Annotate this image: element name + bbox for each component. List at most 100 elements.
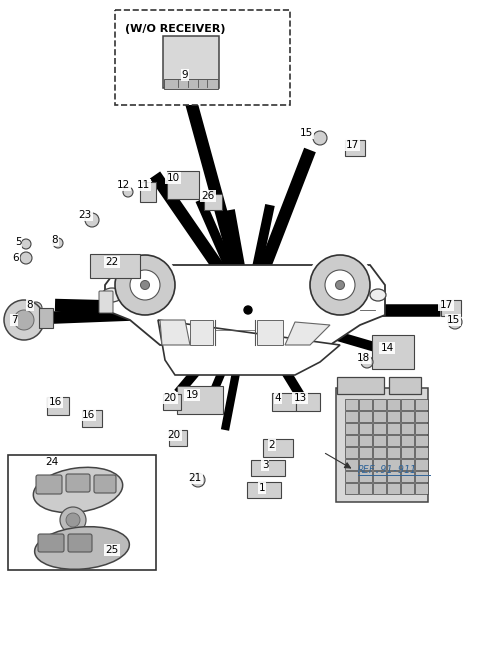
Text: 8: 8 <box>52 235 58 245</box>
Circle shape <box>313 131 327 145</box>
FancyBboxPatch shape <box>372 399 385 410</box>
FancyBboxPatch shape <box>372 422 385 433</box>
FancyBboxPatch shape <box>359 435 372 446</box>
FancyBboxPatch shape <box>263 439 293 457</box>
FancyBboxPatch shape <box>140 182 156 202</box>
Text: 8: 8 <box>27 300 33 310</box>
Polygon shape <box>158 320 340 375</box>
FancyBboxPatch shape <box>415 422 428 433</box>
FancyBboxPatch shape <box>372 435 385 446</box>
FancyBboxPatch shape <box>415 459 428 470</box>
FancyBboxPatch shape <box>272 393 296 411</box>
Text: 26: 26 <box>202 191 215 201</box>
FancyBboxPatch shape <box>337 377 384 394</box>
FancyBboxPatch shape <box>415 435 428 446</box>
FancyBboxPatch shape <box>441 300 461 316</box>
Circle shape <box>191 473 205 487</box>
FancyBboxPatch shape <box>345 435 358 446</box>
Text: 14: 14 <box>380 343 394 353</box>
Circle shape <box>60 507 86 533</box>
Circle shape <box>21 239 31 249</box>
FancyBboxPatch shape <box>415 470 428 481</box>
Polygon shape <box>190 320 213 345</box>
Text: 20: 20 <box>168 430 180 440</box>
FancyBboxPatch shape <box>415 410 428 421</box>
FancyBboxPatch shape <box>163 36 219 88</box>
FancyBboxPatch shape <box>400 422 413 433</box>
FancyBboxPatch shape <box>99 291 113 313</box>
Text: 15: 15 <box>300 128 312 138</box>
Text: 7: 7 <box>11 315 17 325</box>
FancyBboxPatch shape <box>345 422 358 433</box>
FancyBboxPatch shape <box>359 483 372 494</box>
Text: 3: 3 <box>262 460 268 470</box>
FancyBboxPatch shape <box>204 194 222 210</box>
FancyBboxPatch shape <box>66 474 90 492</box>
FancyBboxPatch shape <box>345 140 365 156</box>
FancyBboxPatch shape <box>8 455 156 570</box>
Text: 24: 24 <box>46 457 59 467</box>
Circle shape <box>115 255 175 315</box>
Text: 15: 15 <box>446 315 460 325</box>
FancyBboxPatch shape <box>359 410 372 421</box>
FancyBboxPatch shape <box>90 254 140 278</box>
FancyBboxPatch shape <box>386 470 399 481</box>
Text: 19: 19 <box>185 390 199 400</box>
FancyBboxPatch shape <box>415 483 428 494</box>
Polygon shape <box>105 265 385 345</box>
FancyBboxPatch shape <box>386 446 399 457</box>
FancyBboxPatch shape <box>386 422 399 433</box>
Text: 20: 20 <box>163 393 177 403</box>
FancyBboxPatch shape <box>359 470 372 481</box>
FancyBboxPatch shape <box>400 435 413 446</box>
Text: 21: 21 <box>188 473 202 483</box>
FancyBboxPatch shape <box>167 171 199 199</box>
FancyBboxPatch shape <box>345 410 358 421</box>
FancyBboxPatch shape <box>359 399 372 410</box>
FancyBboxPatch shape <box>372 459 385 470</box>
Text: 25: 25 <box>106 545 119 555</box>
FancyBboxPatch shape <box>400 446 413 457</box>
Ellipse shape <box>111 251 179 319</box>
Text: REF.91-911: REF.91-911 <box>358 465 417 475</box>
Circle shape <box>85 213 99 227</box>
FancyBboxPatch shape <box>400 483 413 494</box>
FancyBboxPatch shape <box>336 388 428 502</box>
Circle shape <box>20 252 32 264</box>
Text: (W/O RECEIVER): (W/O RECEIVER) <box>125 24 226 34</box>
FancyBboxPatch shape <box>345 399 358 410</box>
FancyBboxPatch shape <box>68 534 92 552</box>
FancyBboxPatch shape <box>372 410 385 421</box>
Text: 6: 6 <box>12 253 19 263</box>
Circle shape <box>4 300 44 340</box>
Circle shape <box>141 281 149 289</box>
FancyBboxPatch shape <box>251 460 285 476</box>
Text: 2: 2 <box>269 440 276 450</box>
Circle shape <box>130 270 160 300</box>
FancyBboxPatch shape <box>359 446 372 457</box>
Circle shape <box>14 310 34 330</box>
Text: 17: 17 <box>346 140 359 150</box>
FancyBboxPatch shape <box>386 399 399 410</box>
FancyBboxPatch shape <box>82 410 102 426</box>
FancyBboxPatch shape <box>415 446 428 457</box>
Text: 18: 18 <box>356 353 370 363</box>
Text: 16: 16 <box>48 397 61 407</box>
Text: 10: 10 <box>167 173 180 183</box>
FancyBboxPatch shape <box>372 483 385 494</box>
FancyBboxPatch shape <box>372 446 385 457</box>
FancyBboxPatch shape <box>345 483 358 494</box>
FancyBboxPatch shape <box>400 410 413 421</box>
FancyBboxPatch shape <box>372 470 385 481</box>
Text: 9: 9 <box>182 70 188 80</box>
FancyBboxPatch shape <box>164 79 218 89</box>
Text: 16: 16 <box>82 410 95 420</box>
FancyBboxPatch shape <box>386 459 399 470</box>
Text: 4: 4 <box>275 393 281 403</box>
Circle shape <box>244 306 252 314</box>
Text: 17: 17 <box>439 300 453 310</box>
FancyBboxPatch shape <box>177 386 223 414</box>
Polygon shape <box>285 322 330 345</box>
FancyBboxPatch shape <box>163 394 181 410</box>
FancyBboxPatch shape <box>400 470 413 481</box>
